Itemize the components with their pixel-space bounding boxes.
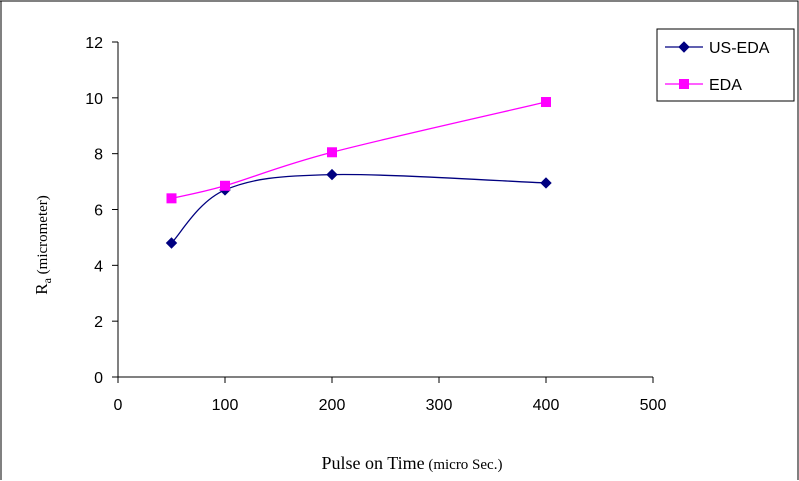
- series-layer: [165, 97, 552, 249]
- data-point: [327, 147, 337, 158]
- legend-item: US-EDA: [665, 40, 770, 57]
- svg-text:Ra (micrometer): Ra (micrometer): [32, 195, 54, 295]
- data-point: [165, 237, 178, 249]
- series-eda: [166, 97, 551, 204]
- legend-label: US-EDA: [709, 40, 770, 57]
- series-line: [171, 101, 547, 199]
- x-axis-title: Pulse on Time (micro Sec.): [322, 453, 503, 473]
- y-tick-label: 6: [94, 203, 103, 220]
- y-tick-label: 10: [85, 91, 103, 108]
- y-axis-title: Ra (micrometer): [32, 195, 54, 295]
- y-tick-label: 0: [94, 370, 103, 387]
- x-tick-label: 400: [533, 397, 560, 414]
- series-line: [171, 173, 547, 244]
- x-axis-title-main: Pulse on Time: [322, 453, 425, 473]
- x-tick-label: 0: [114, 397, 123, 414]
- data-point: [166, 193, 177, 204]
- data-point: [541, 97, 551, 108]
- x-tick-label: 200: [319, 397, 346, 414]
- y-axis-title-main: R: [32, 283, 51, 295]
- x-tick-label: 500: [640, 397, 667, 414]
- y-tick-label: 2: [94, 314, 103, 331]
- x-axis-ticks: 0 100 200 300 400 500: [114, 377, 667, 414]
- x-tick-label: 300: [426, 397, 453, 414]
- x-tick-label: 100: [212, 397, 239, 414]
- x-axis-title-unit: (micro Sec.): [428, 457, 502, 473]
- data-point: [540, 177, 552, 189]
- legend-marker: [679, 79, 689, 89]
- legend-item: EDA: [665, 77, 742, 94]
- y-axis-ticks: 0 2 4 6 8 10 12: [85, 35, 118, 387]
- y-axis-title-unit-text: (micrometer): [35, 195, 51, 274]
- y-tick-label: 8: [94, 147, 103, 164]
- y-tick-label: 12: [85, 35, 103, 52]
- y-axis-title-sub: a: [40, 277, 54, 283]
- legend-marker: [678, 41, 690, 53]
- y-tick-label: 4: [94, 258, 103, 275]
- legend: US-EDA EDA: [656, 28, 795, 102]
- data-point: [326, 168, 338, 181]
- data-point: [220, 180, 230, 191]
- legend-label: EDA: [709, 77, 742, 94]
